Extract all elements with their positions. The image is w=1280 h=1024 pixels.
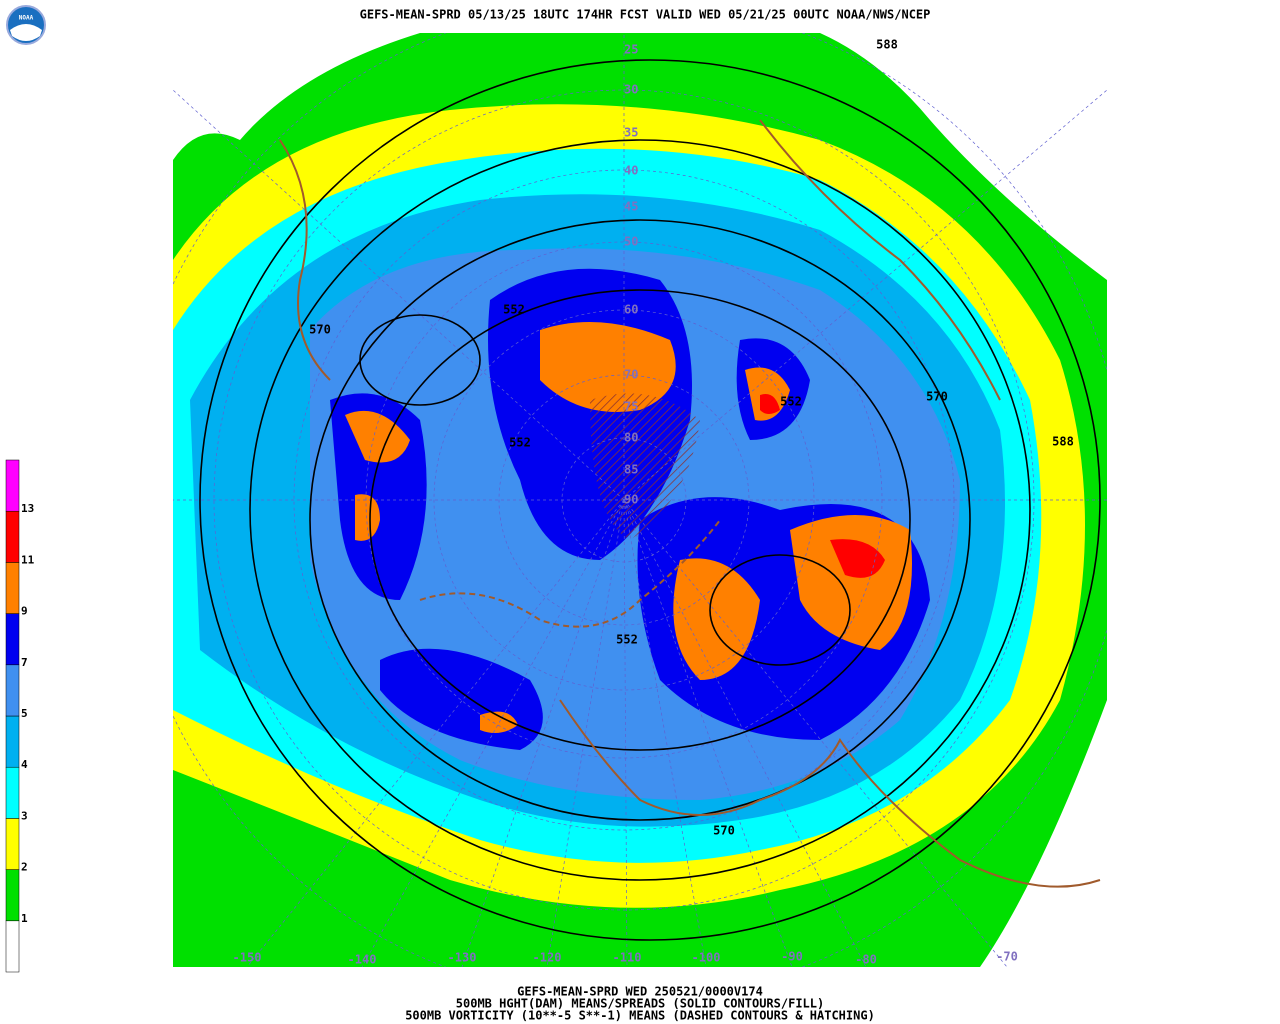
colorbar: 1 2 3 4 5 7 9 11 13 [5, 459, 35, 973]
logo: NOAA [6, 5, 46, 45]
colorbar-swatch [5, 818, 20, 870]
lat-lon-grid [173, 33, 1107, 967]
colorbar-label: 1 [21, 912, 28, 925]
footer-line: GEFS-MEAN-SPRD WED 250521/0000V174 [517, 985, 763, 999]
colorbar-swatch [5, 613, 20, 666]
lat-label: 90 [624, 493, 638, 507]
lat-label: 70 [624, 368, 638, 382]
logo-text: NOAA [19, 15, 34, 22]
contour-label: 588 [1052, 435, 1074, 449]
lon-label: -70 [996, 950, 1018, 964]
contour-label: 570 [926, 390, 948, 404]
contour-label: 570 [309, 323, 331, 337]
lon-label: -90 [781, 950, 803, 964]
colorbar-label: 11 [21, 553, 35, 566]
contour-label: 552 [780, 395, 802, 409]
title: GEFS-MEAN-SPRD 05/13/25 18UTC 174HR FCST… [360, 8, 931, 22]
contour-label: 570 [713, 824, 735, 838]
lat-label: 85 [624, 463, 638, 477]
lat-label: 25 [624, 43, 638, 57]
lat-label: 50 [624, 235, 638, 249]
colorbar-swatch [5, 715, 20, 768]
lon-label: -120 [533, 951, 562, 965]
colorbar-swatch [5, 869, 20, 922]
contour-label: 552 [509, 436, 531, 450]
lat-label: 35 [624, 126, 638, 140]
lon-label: -110 [613, 951, 642, 965]
lat-label: 80 [624, 431, 638, 445]
lon-label: -80 [855, 953, 877, 967]
colorbar-label: 3 [21, 809, 28, 822]
colorbar-label: 4 [21, 758, 28, 771]
lat-label: 75 [624, 400, 638, 414]
longitude-labels: -150 -140 -130 -120 -110 -100 -90 -80 -7… [233, 950, 1018, 967]
colorbar-label: 5 [21, 707, 28, 720]
colorbar-label: 7 [21, 656, 28, 669]
contour-label: 552 [616, 633, 638, 647]
map [173, 33, 1107, 967]
colorbar-swatch [5, 766, 20, 819]
colorbar-swatch [5, 920, 20, 973]
contour-label: 588 [876, 38, 898, 52]
colorbar-swatch [5, 510, 20, 563]
footer-line: 500MB HGHT(DAM) MEANS/SPREADS (SOLID CON… [456, 997, 824, 1011]
footer-line: 500MB VORTICITY (10**-5 S**-1) MEANS (DA… [405, 1009, 875, 1023]
lon-label: -150 [233, 951, 262, 965]
contours [199, 59, 1101, 941]
latitude-labels: 25 30 35 40 45 50 60 70 75 80 85 90 [624, 43, 638, 507]
lat-label: 40 [624, 164, 638, 178]
colorbar-label: 2 [21, 861, 28, 874]
lat-label: 60 [624, 303, 638, 317]
colorbar-swatch [5, 664, 20, 717]
lon-label: -140 [348, 953, 377, 967]
lon-label: -130 [448, 951, 477, 965]
colorbar-swatch [5, 459, 20, 512]
lon-label: -100 [692, 951, 721, 965]
contour-labels: 552 552 552 552 570 570 570 588 588 [309, 38, 1074, 838]
colorbar-label: 13 [21, 502, 34, 515]
lat-label: 45 [624, 200, 638, 214]
contour-label: 552 [503, 303, 525, 317]
colorbar-swatch [5, 562, 20, 614]
coastlines [279, 119, 1101, 888]
lat-label: 30 [624, 83, 638, 97]
colorbar-label: 9 [21, 605, 28, 618]
